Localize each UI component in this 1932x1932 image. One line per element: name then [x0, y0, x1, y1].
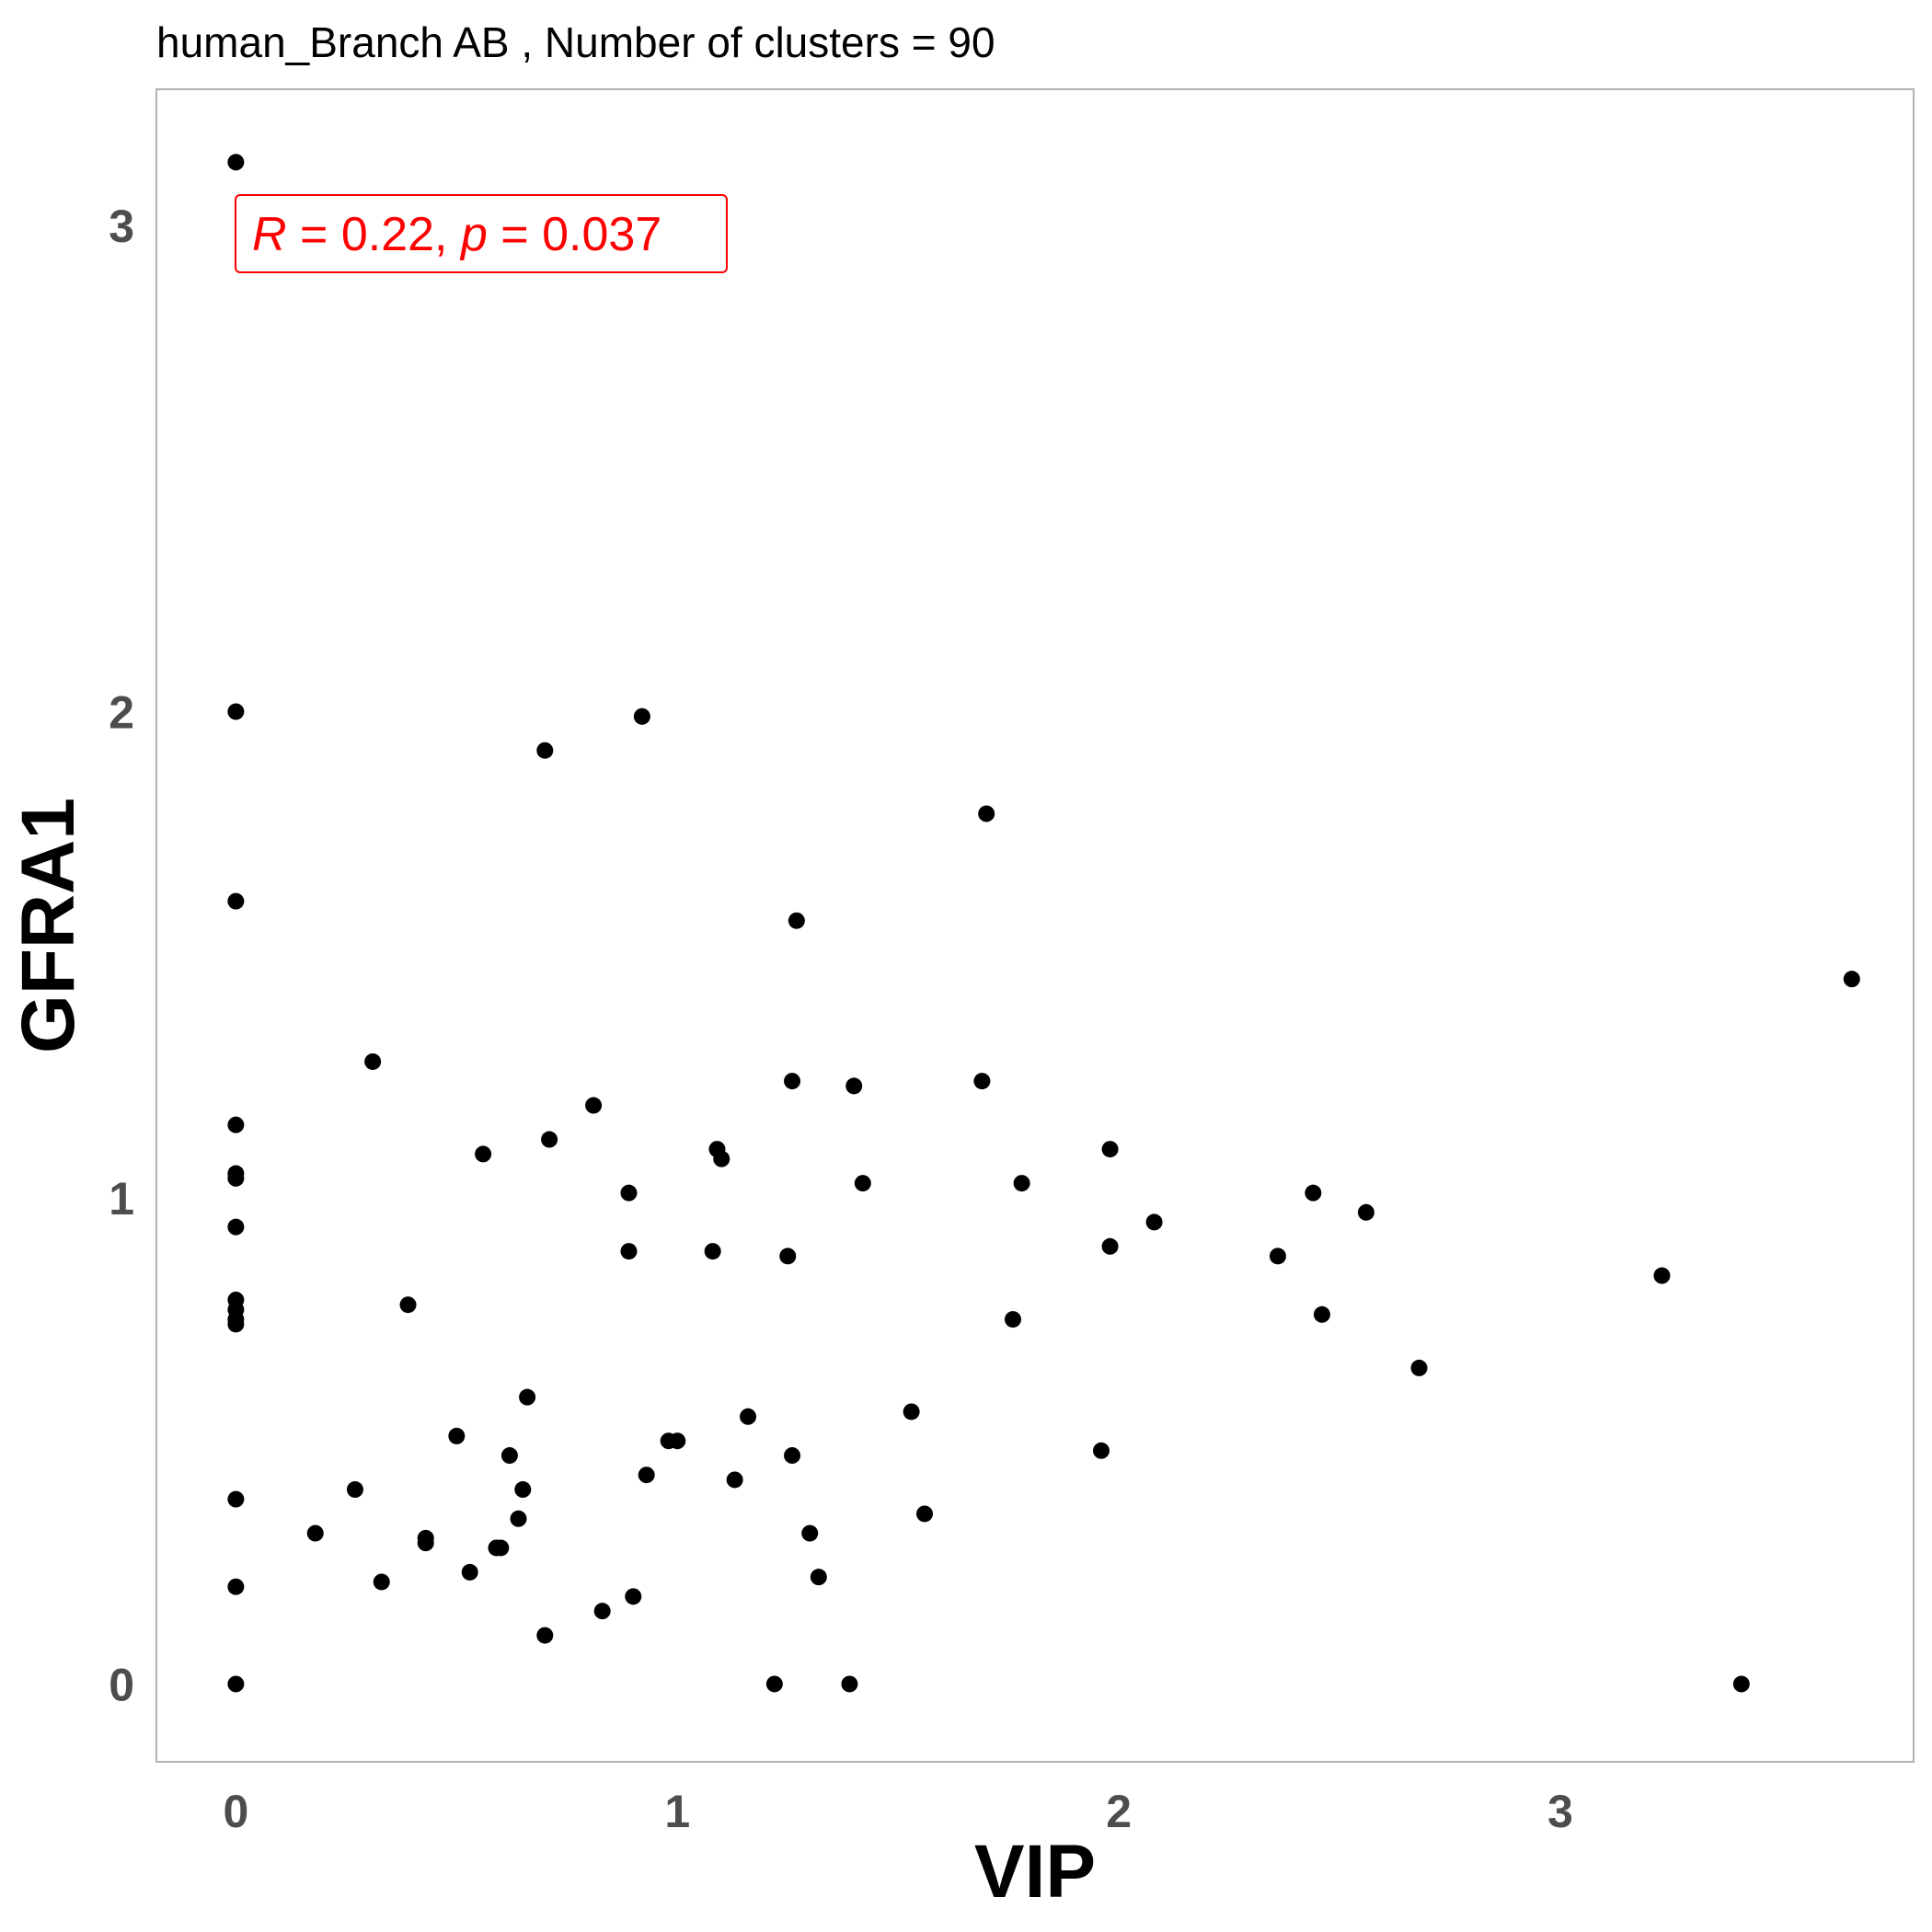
y-axis-ticks: 0 1 2 3 [109, 201, 134, 1710]
annotation-text: R = 0.22, p = 0.037 [252, 208, 661, 261]
data-point [726, 1471, 743, 1489]
data-point [713, 1150, 730, 1167]
data-point [448, 1427, 466, 1444]
data-point [227, 1218, 245, 1236]
data-point [461, 1563, 478, 1581]
data-point [903, 1403, 920, 1420]
x-tick-label: 1 [664, 1786, 690, 1837]
data-point [399, 1296, 417, 1314]
data-point [779, 1248, 797, 1265]
data-point [625, 1588, 642, 1605]
correlation-annotation: R = 0.22, p = 0.037 [235, 194, 728, 273]
data-point [1410, 1359, 1428, 1376]
data-point [1843, 971, 1860, 988]
data-point [916, 1505, 934, 1523]
data-point [633, 707, 650, 725]
data-point [373, 1573, 390, 1591]
y-tick-label: 2 [109, 686, 134, 738]
data-point [1145, 1213, 1163, 1231]
data-point [227, 1116, 245, 1133]
data-point [801, 1524, 819, 1542]
data-point [1013, 1175, 1030, 1192]
data-point [740, 1408, 757, 1425]
scatter-points [227, 154, 1860, 1693]
data-point [765, 1675, 783, 1693]
chart-title: human_Branch AB , Number of clusters = 9… [156, 18, 995, 66]
data-point [620, 1243, 638, 1260]
data-point [784, 1447, 801, 1465]
y-tick-label: 3 [109, 201, 134, 252]
data-point [227, 1578, 245, 1595]
data-point [1653, 1267, 1671, 1284]
data-point [500, 1447, 518, 1465]
data-point [1101, 1141, 1119, 1158]
data-point [854, 1175, 871, 1192]
data-point [227, 1316, 245, 1333]
r-symbol: R [252, 208, 287, 261]
data-point [475, 1145, 492, 1163]
data-point [784, 1073, 801, 1090]
data-point [841, 1675, 858, 1693]
data-point [638, 1466, 655, 1484]
r-value-text: = 0.22, [287, 208, 461, 261]
data-point [541, 1131, 558, 1148]
data-point [227, 1169, 245, 1187]
data-point [227, 1675, 245, 1693]
data-point [514, 1481, 532, 1499]
data-point [1092, 1442, 1110, 1459]
data-point [973, 1073, 991, 1090]
data-point [810, 1569, 827, 1586]
data-point [1732, 1675, 1750, 1693]
data-point [1357, 1203, 1374, 1221]
data-point [1305, 1184, 1322, 1202]
data-point [519, 1388, 536, 1406]
data-point [669, 1432, 686, 1450]
x-tick-label: 0 [223, 1786, 248, 1837]
annotation-box [235, 194, 728, 273]
y-tick-label: 1 [109, 1173, 134, 1225]
x-axis-title: VIP [974, 1830, 1096, 1914]
plot-panel [155, 88, 1915, 1763]
data-point [364, 1052, 382, 1070]
data-point [1101, 1237, 1119, 1255]
data-point [788, 912, 805, 929]
data-point [417, 1535, 434, 1552]
data-point [1313, 1305, 1330, 1323]
data-point [227, 154, 245, 171]
data-point [227, 1490, 245, 1508]
p-value-text: = 0.037 [488, 208, 661, 261]
x-tick-label: 3 [1547, 1786, 1573, 1837]
data-point [536, 742, 554, 759]
data-point [536, 1627, 554, 1644]
data-point [978, 805, 995, 822]
data-point [593, 1603, 611, 1620]
data-point [227, 892, 245, 910]
data-point [585, 1097, 603, 1114]
data-point [620, 1184, 638, 1202]
x-tick-label: 2 [1106, 1786, 1132, 1837]
y-axis-title: GFRA1 [6, 798, 90, 1053]
data-point [1269, 1248, 1286, 1265]
data-point [1005, 1311, 1022, 1328]
data-point [346, 1481, 363, 1499]
data-point [492, 1539, 510, 1557]
p-symbol: p [459, 208, 488, 261]
data-point [845, 1077, 863, 1095]
data-point [510, 1510, 527, 1527]
data-point [227, 703, 245, 720]
x-axis-ticks: 0 1 2 3 [223, 1786, 1573, 1837]
y-tick-label: 0 [109, 1659, 134, 1710]
data-point [704, 1243, 721, 1260]
data-point [306, 1524, 324, 1542]
